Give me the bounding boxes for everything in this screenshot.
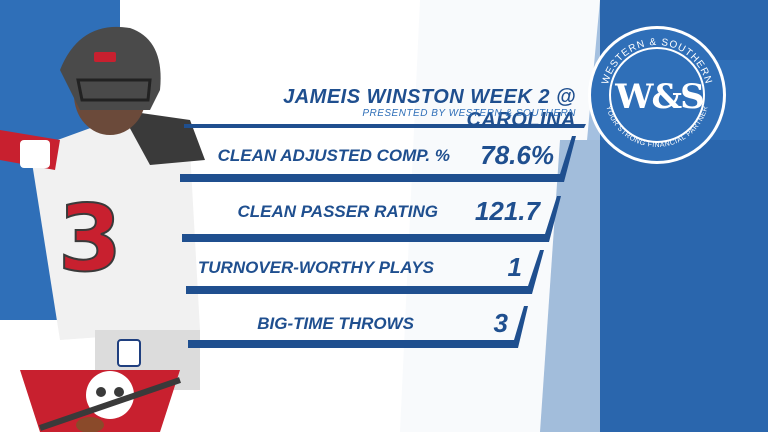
background-texture bbox=[400, 0, 600, 432]
stat-value-clean-adjusted-comp: 78.6% bbox=[480, 140, 554, 170]
sponsor-inner-circle: W&S bbox=[609, 47, 705, 143]
stat-value-big-time-throws: 3 bbox=[493, 308, 508, 338]
shoulder-pad bbox=[120, 110, 205, 165]
wristband bbox=[20, 140, 50, 168]
stat-bar-3 bbox=[186, 250, 544, 294]
jersey-body bbox=[30, 110, 200, 340]
stat-value-turnover-worthy-plays: 1 bbox=[507, 252, 522, 282]
skull-eye-right bbox=[114, 387, 124, 397]
stat-label-clean-passer-rating: CLEAN PASSER RATING bbox=[237, 202, 438, 221]
jersey-number: 3 bbox=[58, 185, 122, 292]
stat-label-clean-adjusted-comp: CLEAN ADJUSTED COMP. % bbox=[217, 146, 450, 165]
stat-bar-4 bbox=[188, 306, 528, 348]
buccaneers-logo bbox=[20, 370, 181, 432]
helmet bbox=[60, 26, 161, 110]
stat-label-turnover-worthy-plays: TURNOVER-WORTHY PLAYS bbox=[197, 258, 434, 277]
facemask bbox=[76, 78, 152, 102]
header-underline bbox=[184, 124, 586, 128]
sponsor-logo: WESTERN & SOUTHERN YOUR STRONG FINANCIAL… bbox=[588, 26, 726, 164]
stat-bar-1 bbox=[180, 136, 576, 182]
stat-value-clean-passer-rating: 121.7 bbox=[474, 196, 540, 226]
football-icon bbox=[76, 417, 104, 432]
sword-icon bbox=[39, 377, 181, 431]
player-photo: 3 bbox=[0, 26, 205, 390]
sponsor-mark: W&S bbox=[615, 77, 704, 117]
helmet-decal bbox=[94, 52, 116, 62]
stat-label-big-time-throws: BIG-TIME THROWS bbox=[257, 314, 414, 333]
stat-bar-2 bbox=[182, 196, 561, 242]
skull-eye-left bbox=[96, 387, 106, 397]
page-subtitle: PRESENTED BY WESTERN & SOUTHERN bbox=[362, 108, 576, 119]
nfl-shield-icon bbox=[117, 339, 141, 367]
